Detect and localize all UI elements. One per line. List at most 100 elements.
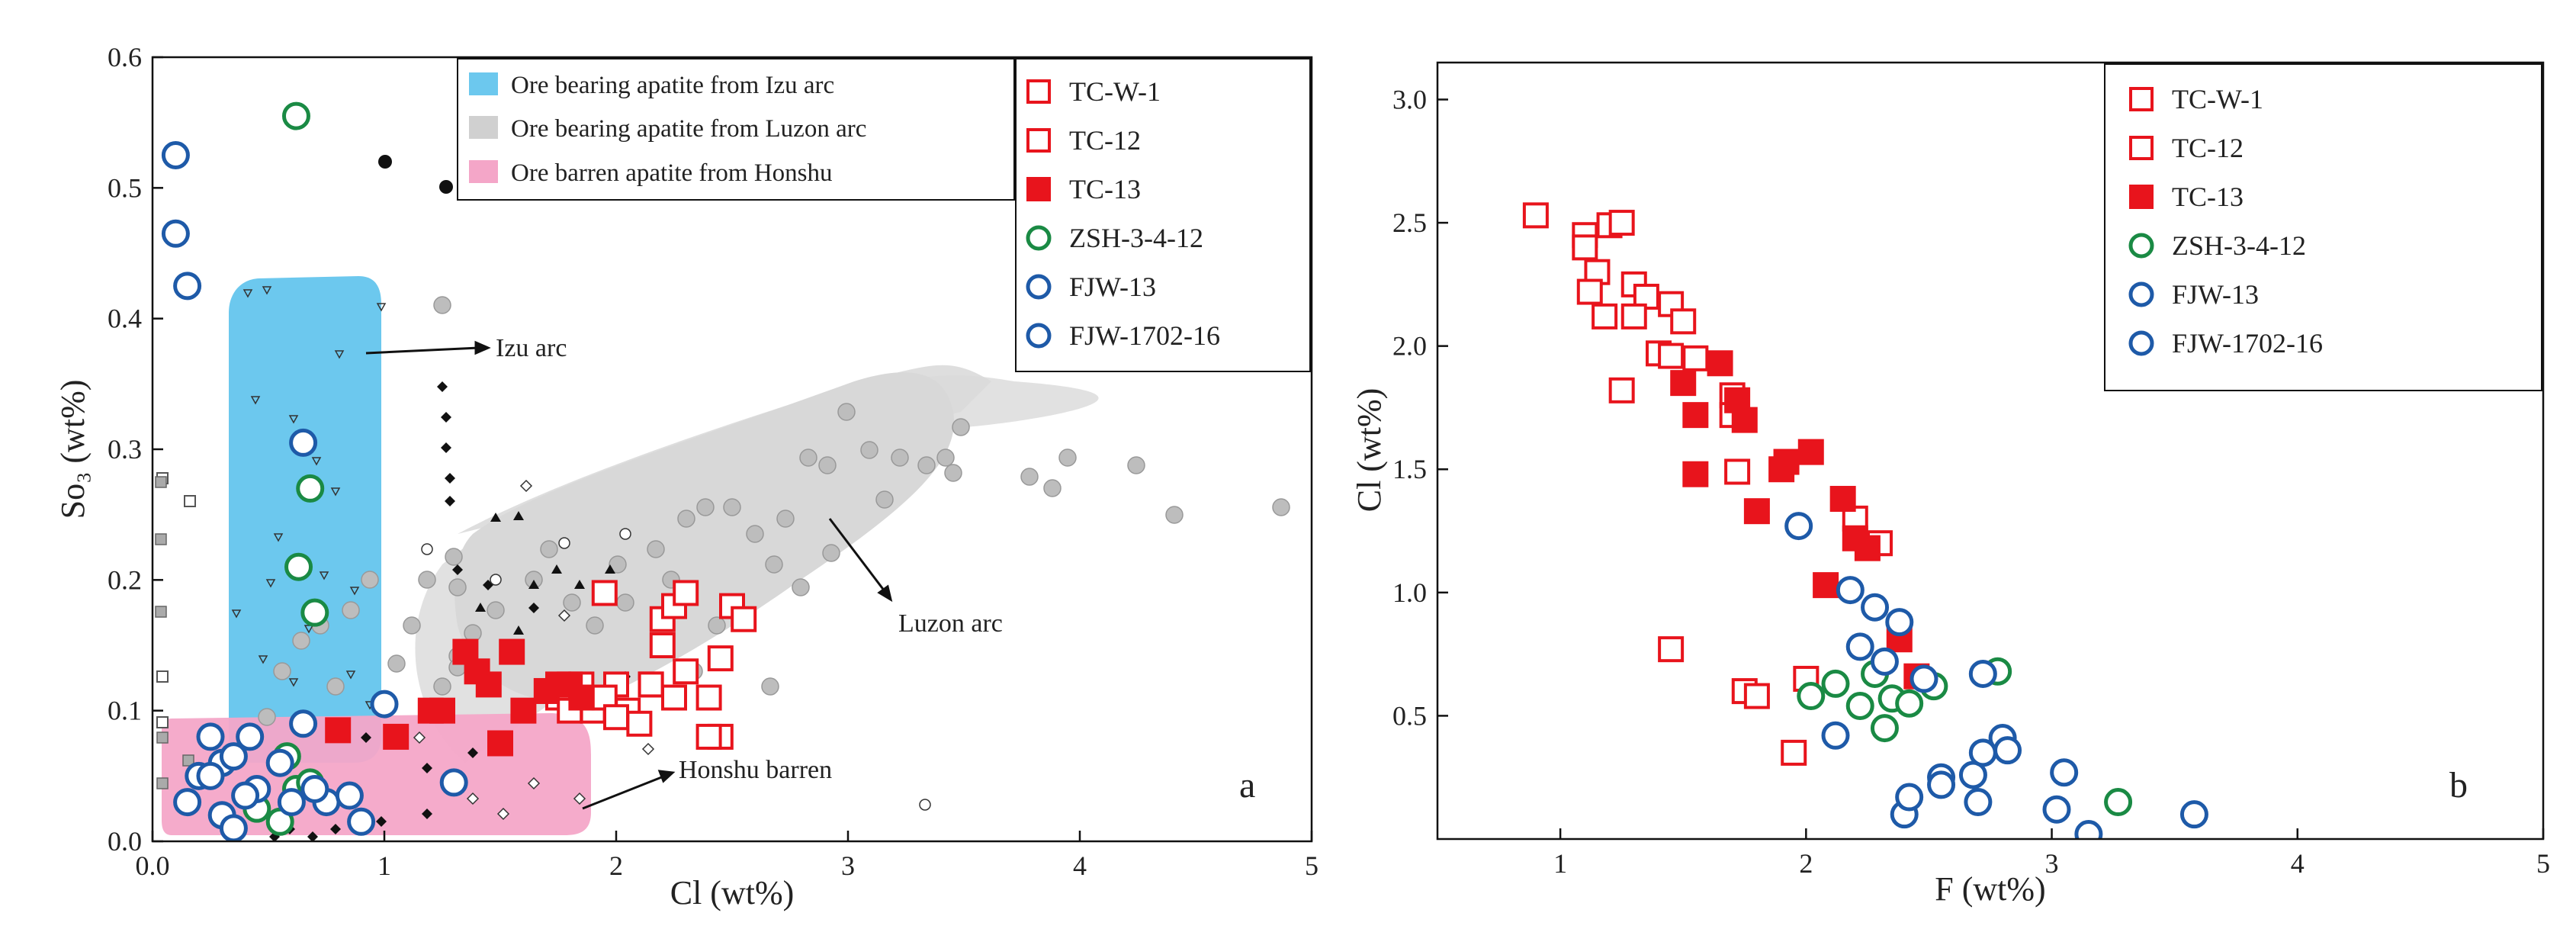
point-fjw-13 [219, 742, 248, 771]
series-legend-b-box [2104, 63, 2542, 391]
point-tc-13 [1813, 572, 1839, 599]
point-tc-13 [1743, 498, 1770, 525]
x-tick-label: 5 [2536, 848, 2550, 879]
point-tc-13 [499, 638, 525, 665]
point-tc-13 [429, 697, 455, 724]
point-tc-12 [1781, 739, 1807, 766]
point-tc-12 [603, 704, 629, 731]
y-tick-label: 1.5 [1392, 454, 1427, 484]
point-tc-13 [383, 723, 410, 750]
point-tc-13 [325, 717, 352, 744]
point-zsh-3-4-12 [284, 552, 313, 581]
legend-label-fjw-13: FJW-13 [2172, 279, 2259, 310]
point-fjw-1702-16 [1927, 770, 1956, 799]
point-tc-13 [1829, 486, 1856, 513]
legend-label-tc-w-1: TC-W-1 [2172, 84, 2263, 114]
point-tc-w-1 [673, 580, 699, 606]
point-fjw-1702-16 [347, 807, 376, 836]
point-zsh-3-4-12 [1797, 682, 1826, 711]
legend-marker-tc-13 [1026, 177, 1051, 201]
point-fjw-1702-16 [1964, 788, 1993, 817]
point-fjw-1702-16 [1968, 738, 1997, 767]
point-tc-w-1 [1743, 683, 1770, 709]
point-tc-w-1 [591, 580, 618, 606]
y-tick-label: 1.0 [1392, 577, 1427, 608]
x-tick-label: 1 [377, 850, 391, 881]
legend-marker-tc-12 [2129, 136, 2154, 160]
point-fjw-1702-16 [2179, 800, 2208, 829]
legend-marker-zsh-3-4-12 [1026, 225, 1052, 251]
x-tick-label: 3 [841, 850, 855, 881]
legend-label-zsh-3-4-12: ZSH-3-4-12 [1069, 223, 1203, 253]
literature-points [155, 155, 1290, 841]
honshu-arrow [582, 775, 664, 810]
panel-b-xlabel: F (wt%) [1935, 870, 2045, 908]
legend-swatch-izu [469, 72, 498, 95]
panel-b-label: b [2449, 765, 2468, 805]
y-tick-label: 0.5 [1392, 700, 1427, 731]
izu-arrow [365, 346, 480, 355]
legend-label-fjw-13: FJW-13 [1069, 272, 1156, 302]
y-tick-label: 0.2 [108, 564, 142, 595]
point-fjw-13 [161, 219, 190, 248]
legend-marker-tc-w-1 [2129, 87, 2154, 111]
point-fjw-13 [1836, 576, 1865, 605]
honshu-annotation: Honshu barren [679, 756, 832, 784]
point-fjw-13 [1845, 632, 1874, 661]
point-tc-w-1 [626, 710, 653, 737]
point-fjw-1702-16 [277, 788, 306, 817]
luzon-grey-circles [258, 296, 1290, 726]
x-tick-label: 3 [2045, 848, 2059, 879]
y-tick-label: 0.6 [108, 42, 142, 72]
legend-marker-tc-w-1 [1026, 79, 1051, 104]
point-tc-13 [1797, 439, 1824, 465]
legend-label-fjw-1702-16: FJW-1702-16 [1069, 320, 1220, 351]
point-zsh-3-4-12 [1870, 714, 1899, 743]
point-zsh-3-4-12 [1895, 689, 1924, 718]
filled-grey-squares [155, 476, 194, 789]
point-fjw-13 [1910, 664, 1938, 693]
honshu-arrowhead [657, 770, 676, 783]
point-tc-13 [475, 671, 502, 698]
legend-marker-zsh-3-4-12 [2128, 233, 2154, 259]
point-tc-w-1 [1682, 345, 1709, 371]
open-diamonds [413, 479, 655, 821]
point-tc-12 [1576, 278, 1603, 305]
izu-arrowhead [474, 340, 491, 355]
legend-label-tc-12: TC-12 [1069, 125, 1141, 156]
point-fjw-13 [265, 748, 294, 777]
point-fjw-1702-16 [370, 690, 399, 719]
point-tc-13 [1682, 402, 1709, 429]
point-tc-w-1 [673, 658, 699, 685]
point-tc-12 [695, 723, 722, 750]
point-fjw-13 [335, 781, 364, 810]
open-squares-literature [156, 472, 196, 728]
point-tc-13 [1707, 350, 1733, 377]
point-tc-12 [638, 671, 664, 698]
x-tick-label: 5 [1305, 850, 1319, 881]
point-tc-w-1 [1658, 636, 1685, 663]
point-fjw-1702-16 [173, 788, 202, 817]
point-tc-12 [1572, 234, 1598, 261]
point-zsh-3-4-12 [2104, 788, 2133, 817]
panel-a-label: a [1239, 765, 1255, 805]
point-tc-w-1 [731, 606, 757, 632]
y-tick-label: 0.5 [108, 172, 142, 203]
panel-a-xlabel: Cl (wt%) [670, 874, 795, 911]
point-fjw-1702-16 [196, 761, 225, 790]
legend-label-honshu: Ore barren apatite from Honshu [511, 159, 833, 187]
point-tc-13 [1670, 370, 1697, 397]
series-legend-b: TC-W-1 TC-12 TC-13 ZSH-3-4-12 FJW-13 FJW-1702… [2104, 63, 2542, 391]
point-zsh-3-4-12 [281, 101, 310, 130]
annotation-arrows [365, 340, 893, 810]
legend-label-tc-12: TC-12 [2172, 133, 2244, 163]
series-legend-a-box [1015, 58, 1311, 372]
x-tick-label: 0.0 [136, 850, 170, 881]
field-legend-box [457, 58, 1015, 201]
point-fjw-1702-16 [439, 768, 468, 797]
point-fjw-13 [196, 722, 225, 751]
legend-label-zsh-3-4-12: ZSH-3-4-12 [2172, 230, 2306, 261]
point-tc-13 [1682, 461, 1709, 487]
black-circles [378, 155, 453, 194]
